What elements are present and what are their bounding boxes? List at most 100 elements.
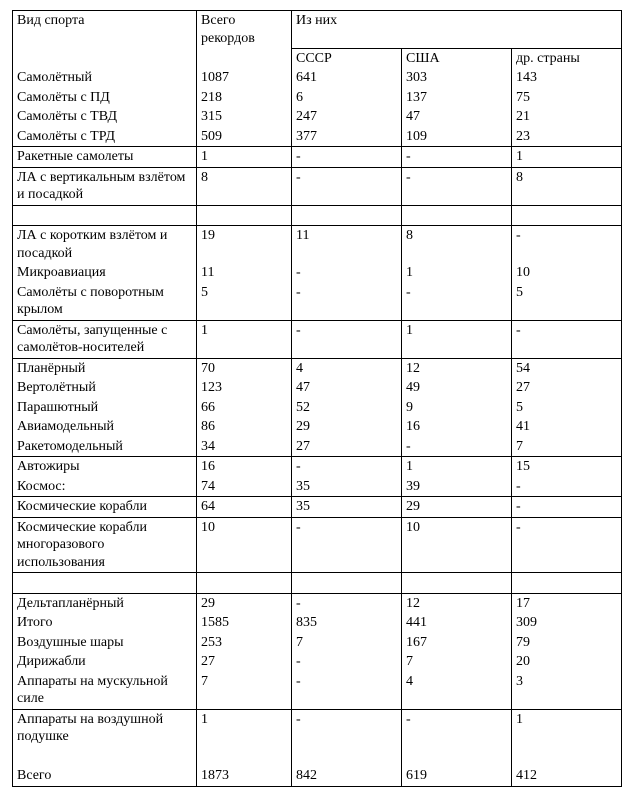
cell-total: 86 <box>197 417 292 437</box>
cell-other: 7 <box>512 437 622 457</box>
cell-usa: 303 <box>402 68 512 88</box>
cell-ussr: - <box>292 283 402 321</box>
cell-usa: - <box>402 709 512 747</box>
cell-usa: 12 <box>402 593 512 613</box>
cell-total: 74 <box>197 477 292 497</box>
cell-ussr: 4 <box>292 358 402 378</box>
table-row: Ракетомодельный3427-7 <box>13 437 622 457</box>
table-row: Ракетные самолеты1--1 <box>13 147 622 168</box>
cell-ussr: 247 <box>292 107 402 127</box>
cell-usa: 137 <box>402 88 512 108</box>
table-row <box>13 205 622 226</box>
cell-other: 5 <box>512 398 622 418</box>
cell-ussr: 35 <box>292 477 402 497</box>
cell-other: 21 <box>512 107 622 127</box>
cell-total: 70 <box>197 358 292 378</box>
cell-ussr: 7 <box>292 633 402 653</box>
cell-ussr: - <box>292 652 402 672</box>
cell-usa: 1 <box>402 457 512 477</box>
cell-other: - <box>512 226 622 264</box>
cell-label: ЛА с коротким взлётом и посадкой <box>13 226 197 264</box>
cell-ussr: - <box>292 320 402 358</box>
cell-other: 1 <box>512 147 622 168</box>
table-row: Самолёты с ТВД3152474721 <box>13 107 622 127</box>
cell-total: 8 <box>197 167 292 205</box>
cell-usa: 7 <box>402 652 512 672</box>
cell-other: 23 <box>512 127 622 147</box>
cell-total: 1 <box>197 320 292 358</box>
cell-label: Микроавиация <box>13 263 197 283</box>
cell-label: Вертолётный <box>13 378 197 398</box>
table-row: СССРСШАдр. страны <box>13 48 622 68</box>
cell-total: 5 <box>197 283 292 321</box>
cell-usa: 16 <box>402 417 512 437</box>
cell-total: 1873 <box>197 766 292 786</box>
table-row: Самолёты с ПД218613775 <box>13 88 622 108</box>
cell-label: Самолёты с ТРД <box>13 127 197 147</box>
cell-usa: 8 <box>402 226 512 264</box>
cell-usa: 12 <box>402 358 512 378</box>
cell-usa: 1 <box>402 320 512 358</box>
cell-total: 315 <box>197 107 292 127</box>
cell-ussr: - <box>292 517 402 573</box>
cell-other: 1 <box>512 709 622 747</box>
cell-ussr: 11 <box>292 226 402 264</box>
cell-label: Самолёты с поворотным крылом <box>13 283 197 321</box>
cell-other: 41 <box>512 417 622 437</box>
cell-other: 79 <box>512 633 622 653</box>
cell-other: 17 <box>512 593 622 613</box>
cell-other: 15 <box>512 457 622 477</box>
cell-label: Космические корабли многоразового исполь… <box>13 517 197 573</box>
cell-total: 509 <box>197 127 292 147</box>
table-row: Дирижабли27-720 <box>13 652 622 672</box>
table-row: Планёрный7041254 <box>13 358 622 378</box>
cell-other: 3 <box>512 672 622 710</box>
cell-total: 1087 <box>197 68 292 88</box>
cell-label: Планёрный <box>13 358 197 378</box>
cell-label: ЛА с вертикальным взлётом и посадкой <box>13 167 197 205</box>
records-table: Вид спортаВсего рекордовИз нихСССРСШАдр.… <box>12 10 622 787</box>
cell-usa: 39 <box>402 477 512 497</box>
cell-ussr: 835 <box>292 613 402 633</box>
table-row: Всего1873842619412 <box>13 766 622 786</box>
cell-label: Аппараты на воздушной подушке <box>13 709 197 747</box>
cell-other: 75 <box>512 88 622 108</box>
cell-total: 1 <box>197 709 292 747</box>
cell-total: 10 <box>197 517 292 573</box>
col-ussr: СССР <box>292 48 402 68</box>
table-row: Микроавиация11-110 <box>13 263 622 283</box>
cell-total: 19 <box>197 226 292 264</box>
cell-label: Ракетные самолеты <box>13 147 197 168</box>
cell-usa: 619 <box>402 766 512 786</box>
cell-total: 16 <box>197 457 292 477</box>
cell-label: Парашютный <box>13 398 197 418</box>
cell-label: Космос: <box>13 477 197 497</box>
cell-label: Самолёты, запущенные с самолётов-носител… <box>13 320 197 358</box>
table-row: Итого1585835441309 <box>13 613 622 633</box>
cell-total: 64 <box>197 497 292 518</box>
cell-ussr: 641 <box>292 68 402 88</box>
col-sport-type: Вид спорта <box>13 11 197 49</box>
cell-usa: - <box>402 437 512 457</box>
cell-label: Самолётный <box>13 68 197 88</box>
cell-usa: 167 <box>402 633 512 653</box>
table-row: Воздушные шары253716779 <box>13 633 622 653</box>
table-row: Парашютный665295 <box>13 398 622 418</box>
cell-label: Ракетомодельный <box>13 437 197 457</box>
cell-total: 1585 <box>197 613 292 633</box>
cell-other: 8 <box>512 167 622 205</box>
cell-label: Автожиры <box>13 457 197 477</box>
cell-usa: 441 <box>402 613 512 633</box>
cell-usa: - <box>402 283 512 321</box>
cell-total: 1 <box>197 147 292 168</box>
col-of-them: Из них <box>292 11 622 49</box>
cell-total: 7 <box>197 672 292 710</box>
cell-label: Дельтапланёрный <box>13 593 197 613</box>
cell-ussr: 842 <box>292 766 402 786</box>
cell-total: 34 <box>197 437 292 457</box>
cell-label: Итого <box>13 613 197 633</box>
cell-label: Аппараты на мускульной силе <box>13 672 197 710</box>
cell-other: - <box>512 497 622 518</box>
table-row <box>13 747 622 767</box>
cell-other: 412 <box>512 766 622 786</box>
